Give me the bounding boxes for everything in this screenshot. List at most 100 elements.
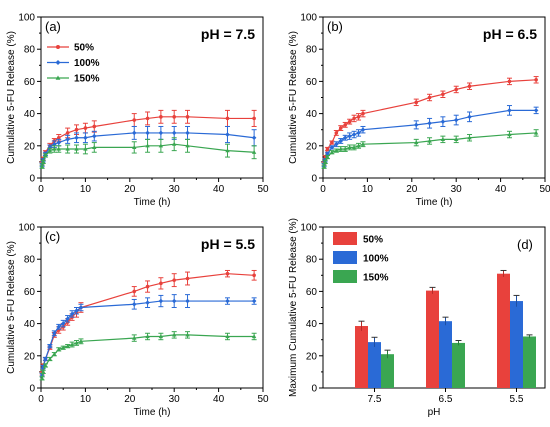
- y-tick-label: 20: [24, 141, 36, 152]
- data-point: [414, 140, 419, 145]
- data-point: [171, 130, 177, 136]
- y-tick-label: 0: [311, 174, 317, 185]
- x-axis-label: Time (h): [134, 197, 171, 208]
- series-50%: [39, 109, 257, 166]
- y-tick-label: 60: [24, 77, 36, 88]
- data-point: [91, 133, 97, 139]
- data-point: [334, 141, 339, 147]
- x-tick-label: 30: [451, 184, 463, 195]
- data-point: [321, 164, 327, 169]
- x-axis-label: Time (h): [134, 407, 171, 418]
- data-point: [251, 298, 257, 304]
- x-tick-label: 40: [495, 184, 507, 195]
- bar: [497, 273, 510, 388]
- y-tick-label: 40: [24, 319, 36, 330]
- data-point: [74, 146, 79, 151]
- data-point: [334, 131, 339, 135]
- data-point: [507, 132, 512, 137]
- data-point: [145, 116, 150, 121]
- data-point: [56, 135, 61, 140]
- data-point: [225, 132, 230, 137]
- data-point: [158, 130, 164, 136]
- data-point: [74, 135, 79, 141]
- data-point: [69, 311, 75, 317]
- data-point: [251, 135, 257, 141]
- data-point: [454, 137, 459, 141]
- data-point: [427, 95, 432, 100]
- data-point: [467, 84, 472, 89]
- x-tick-label: 50: [257, 394, 269, 405]
- data-point: [507, 108, 512, 113]
- data-point: [158, 298, 164, 304]
- y-tick-label: 20: [306, 351, 318, 362]
- x-tick-label: 0: [320, 184, 326, 195]
- data-point: [343, 123, 348, 127]
- data-point: [225, 298, 230, 304]
- legend-label: 100%: [363, 254, 389, 265]
- data-point: [65, 131, 70, 135]
- x-tick-label: 5.5: [510, 394, 524, 405]
- x-tick-label: 20: [406, 184, 418, 195]
- data-point: [343, 146, 348, 151]
- data-point: [347, 145, 352, 150]
- panel-label: (b): [327, 19, 343, 34]
- series-line: [41, 116, 255, 164]
- data-point: [441, 92, 445, 97]
- data-point: [56, 347, 61, 351]
- data-point: [347, 119, 352, 124]
- x-tick-label: 30: [169, 394, 181, 405]
- data-point: [185, 276, 190, 281]
- x-tick-label: 30: [169, 184, 181, 195]
- data-point: [43, 356, 48, 362]
- data-point: [414, 100, 419, 105]
- y-tick-label: 20: [306, 141, 318, 152]
- x-axis-label: Time (h): [416, 197, 453, 208]
- data-point: [52, 330, 57, 336]
- data-point: [427, 138, 432, 143]
- data-point: [145, 143, 150, 148]
- data-point: [78, 339, 84, 343]
- legend: 50% 100% 150%: [333, 232, 389, 284]
- data-point: [56, 146, 61, 151]
- bar: [510, 301, 523, 388]
- data-point: [225, 271, 230, 276]
- y-tick-label: 0: [29, 384, 35, 395]
- x-tick-label: 10: [362, 184, 374, 195]
- data-point: [60, 321, 66, 326]
- data-point: [467, 114, 472, 120]
- x-tick-label: 50: [539, 184, 550, 195]
- data-point: [92, 145, 97, 150]
- data-point: [360, 127, 366, 132]
- x-tick-label: 0: [38, 184, 44, 195]
- legend-marker: [55, 75, 61, 80]
- y-tick-label: 0: [29, 174, 35, 185]
- data-point: [47, 356, 53, 361]
- data-point: [74, 127, 79, 132]
- y-tick-label: 100: [18, 223, 35, 234]
- y-tick-label: 100: [300, 13, 317, 24]
- data-point: [172, 141, 177, 146]
- data-point: [39, 164, 45, 169]
- x-tick-label: 40: [213, 184, 225, 195]
- data-point: [185, 143, 190, 148]
- x-tick-label: 20: [124, 184, 136, 195]
- data-point: [252, 273, 256, 278]
- data-point: [83, 135, 88, 141]
- x-tick-label: 50: [257, 184, 269, 195]
- panel-title: pH = 6.5: [483, 26, 537, 42]
- legend-label: 50%: [74, 43, 94, 54]
- x-tick-label: 10: [80, 394, 92, 405]
- data-point: [225, 116, 230, 121]
- legend-label: 50%: [363, 235, 383, 246]
- data-point: [440, 119, 446, 124]
- x-tick-label: 20: [124, 394, 136, 405]
- data-point: [43, 153, 48, 158]
- data-point: [351, 132, 357, 137]
- data-point: [533, 108, 539, 113]
- y-tick-label: 60: [24, 287, 36, 298]
- data-point: [83, 126, 88, 130]
- legend-label: 100%: [74, 58, 100, 69]
- data-point: [533, 130, 539, 135]
- data-point: [158, 143, 164, 148]
